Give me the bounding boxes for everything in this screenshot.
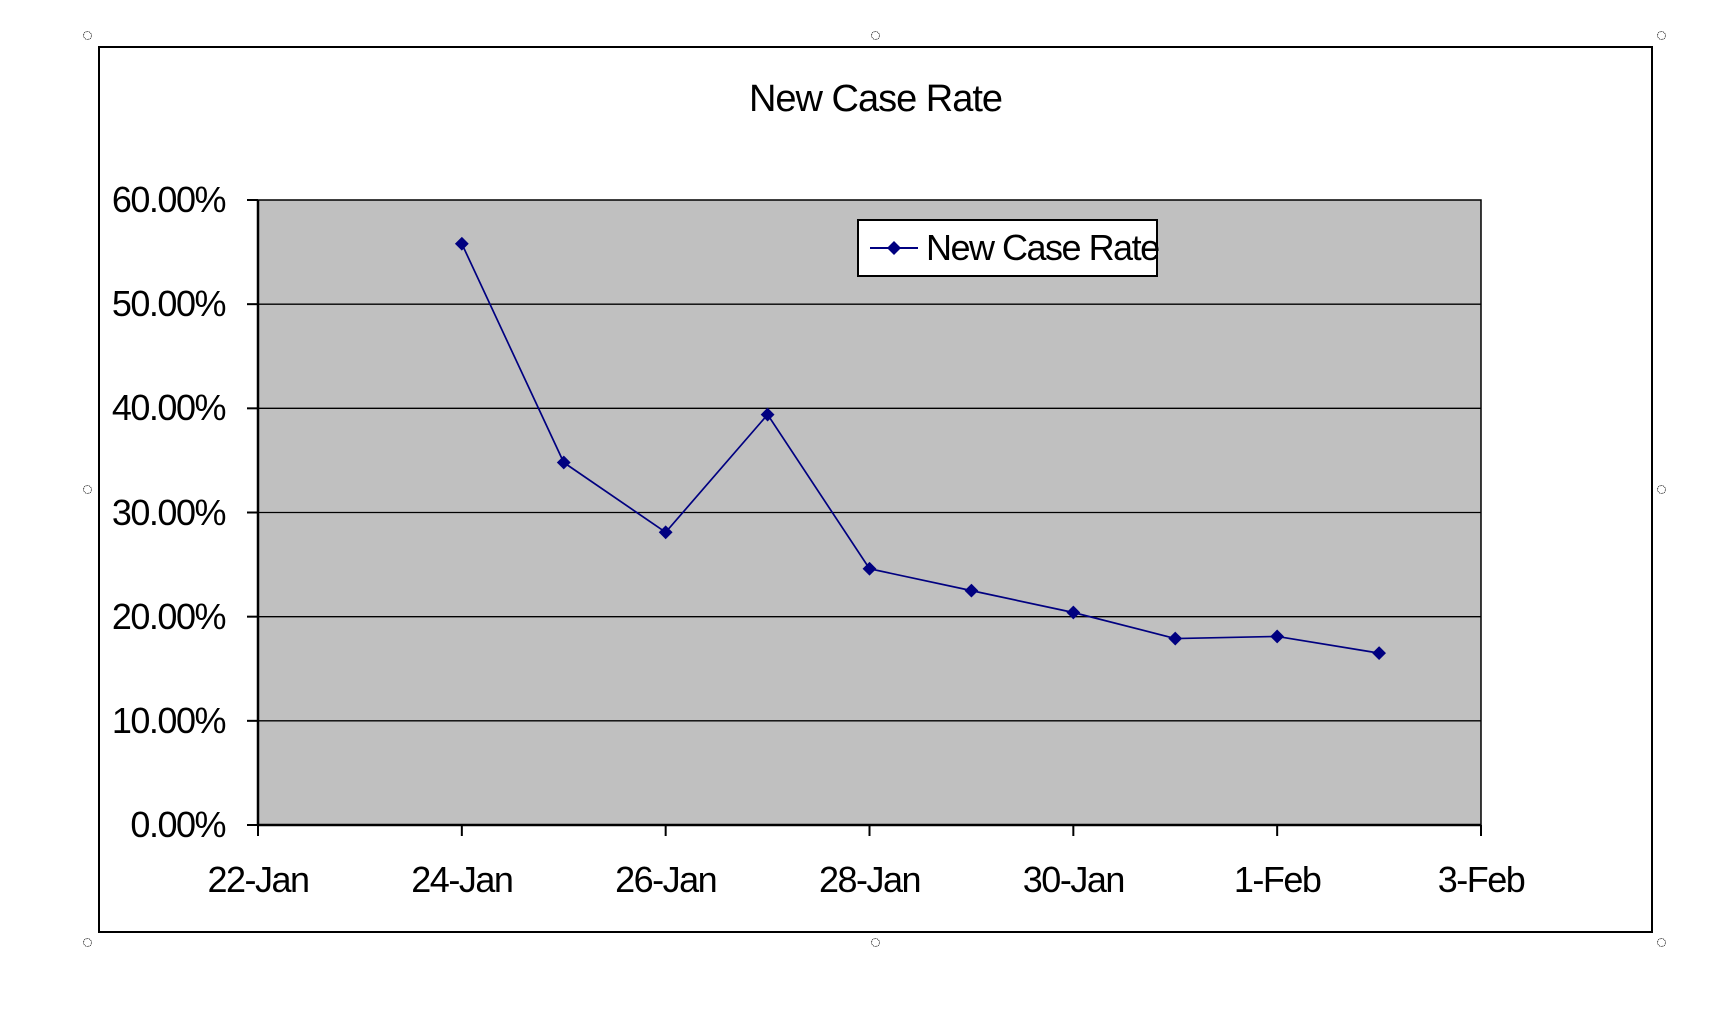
x-axis-label: 28-Jan <box>818 859 922 900</box>
data-point-1-Feb[interactable] <box>1270 629 1285 644</box>
chart-title: New Case Rate <box>748 78 1003 120</box>
selection-handle-bottom-center[interactable] <box>871 938 880 947</box>
data-point-27-Jan[interactable] <box>760 407 775 422</box>
x-axis-label: 30-Jan <box>1022 859 1126 900</box>
y-axis-label: 40.00% <box>111 387 227 429</box>
x-axis-label: 26-Jan <box>615 859 718 900</box>
data-point-28-Jan[interactable] <box>862 561 877 576</box>
data-point-29-Jan[interactable] <box>964 583 979 598</box>
y-axis-label: 60.00% <box>111 179 227 220</box>
data-point-24-Jan[interactable] <box>454 236 469 251</box>
y-axis-label: 30.00% <box>111 491 227 533</box>
selection-handle-top-center[interactable] <box>871 31 880 40</box>
data-point-31-Jan[interactable] <box>1168 631 1183 646</box>
selection-handle-top-right[interactable] <box>1657 31 1666 40</box>
selection-handle-top-left[interactable] <box>83 31 92 40</box>
chart-area[interactable]: New Case Rate New Case Rate 60.00% 50.00%… <box>98 46 1653 933</box>
legend-entry-label: New Case Rate <box>926 227 1160 268</box>
x-axis-label: 1-Feb <box>1233 859 1322 900</box>
x-axis-label: 3-Feb <box>1437 859 1526 900</box>
selection-handle-bottom-left[interactable] <box>83 938 92 947</box>
data-point-30-Jan[interactable] <box>1066 605 1081 620</box>
legend[interactable]: New Case Rate <box>857 219 1160 277</box>
series-line[interactable] <box>461 243 1380 654</box>
data-point-26-Jan[interactable] <box>658 525 673 540</box>
y-axis-label: 0.00% <box>130 804 226 845</box>
x-axis-label: 24-Jan <box>411 859 514 900</box>
y-axis-label: 20.00% <box>111 595 227 637</box>
y-axis-label: 10.00% <box>111 699 227 741</box>
selection-handle-bottom-right[interactable] <box>1657 938 1666 947</box>
x-axis-label: 22-Jan <box>207 859 310 900</box>
legend-series-marker-icon <box>870 241 918 255</box>
selection-handle-middle-right[interactable] <box>1657 485 1666 494</box>
data-point-2-Feb[interactable] <box>1372 646 1386 661</box>
selection-handle-middle-left[interactable] <box>83 485 92 494</box>
data-point-25-Jan[interactable] <box>556 455 571 470</box>
plot-canvas <box>247 199 1482 836</box>
y-axis-label: 50.00% <box>111 283 227 325</box>
